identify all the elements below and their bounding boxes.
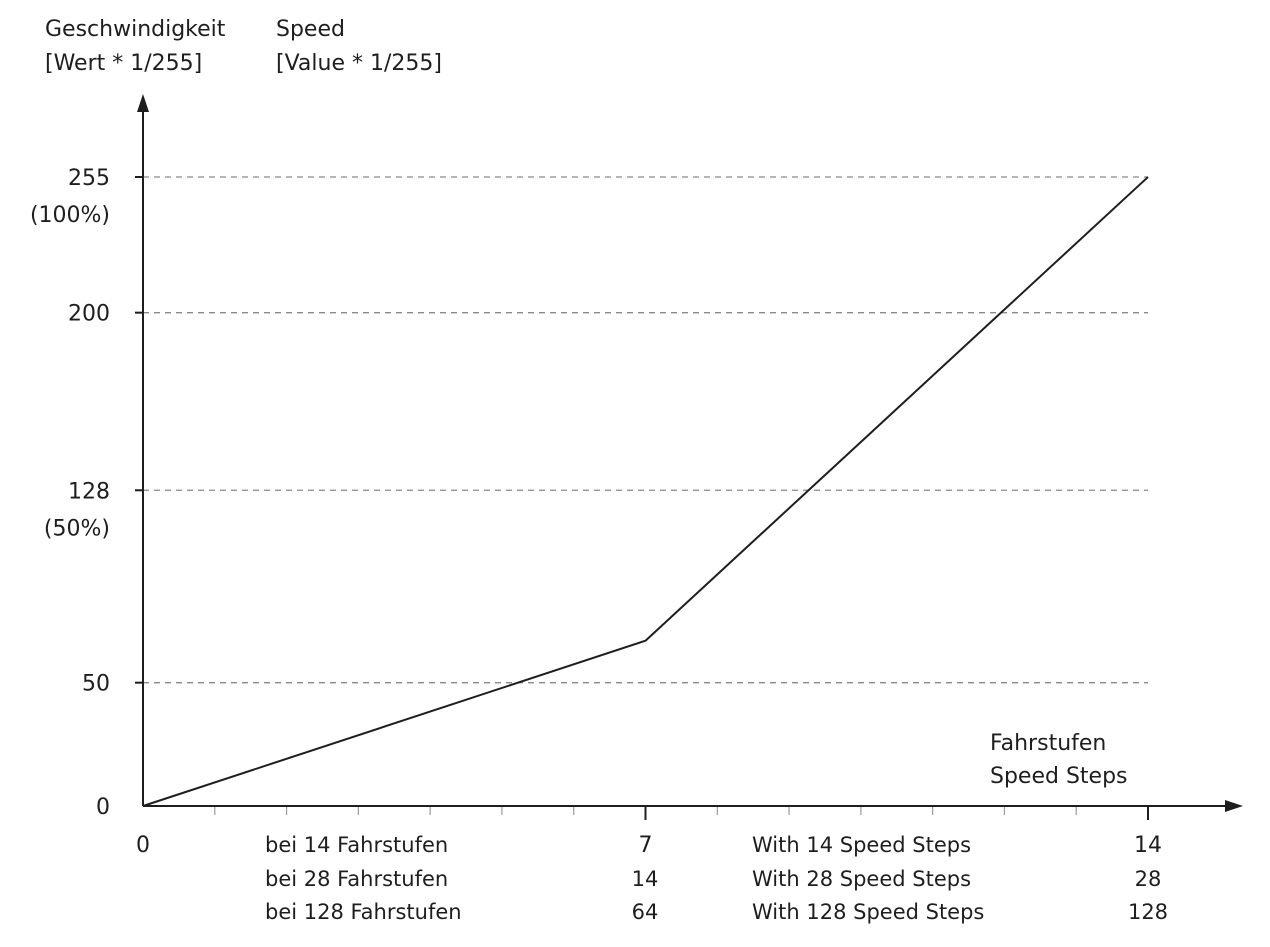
x-axis-label-line1: Fahrstufen bbox=[990, 731, 1106, 756]
y-tick-label-200: 200 bbox=[68, 302, 110, 327]
footnote-left-row-3: bei 128 Fahrstufen bbox=[265, 900, 462, 924]
y-tick-label-50: 50 bbox=[82, 672, 110, 697]
y-title-de-line2: [Wert * 1/255] bbox=[45, 51, 202, 76]
footnote-right-row-2: With 28 Speed Steps bbox=[752, 867, 971, 891]
footnote-mid-value-3: 64 bbox=[632, 900, 659, 924]
x-tick-label-0: 0 bbox=[136, 833, 150, 858]
footnote-end-value-2: 28 bbox=[1135, 867, 1162, 891]
footnote-mid-value-2: 14 bbox=[632, 867, 659, 891]
footnote-right-row-1: With 14 Speed Steps bbox=[752, 833, 971, 857]
y-tick-label-255: 255 bbox=[68, 166, 110, 191]
x-tick-label-7: 7 bbox=[639, 833, 653, 858]
series-line-1 bbox=[142, 176, 1149, 807]
y-tick-sublabel-128: (50%) bbox=[44, 516, 110, 541]
footnote-right-row-3: With 128 Speed Steps bbox=[752, 900, 984, 924]
series-layer bbox=[142, 176, 1149, 807]
footnote-left-row-1: bei 14 Fahrstufen bbox=[265, 833, 448, 857]
x-axis-label-line2: Speed Steps bbox=[990, 764, 1128, 789]
y-tick-label-0: 0 bbox=[96, 795, 110, 820]
x-tick-label-14: 14 bbox=[1134, 833, 1162, 858]
footnote-left-row-2: bei 28 Fahrstufen bbox=[265, 867, 448, 891]
y-title-en-line2: [Value * 1/255] bbox=[276, 51, 442, 76]
y-tick-sublabel-255: (100%) bbox=[30, 203, 110, 228]
y-title-de-line1: Geschwindigkeit bbox=[45, 17, 226, 42]
footnote-end-value-3: 128 bbox=[1128, 900, 1168, 924]
tick-layer: 0 50 128 (50%) 200 255 (100%) 0 7 14 bbox=[30, 166, 1162, 858]
y-title-en-line1: Speed bbox=[276, 17, 345, 42]
y-axis-arrow-icon bbox=[137, 94, 149, 112]
x-axis-arrow-icon bbox=[1225, 800, 1243, 812]
grid-layer bbox=[143, 176, 1148, 684]
y-tick-label-128: 128 bbox=[68, 479, 110, 504]
